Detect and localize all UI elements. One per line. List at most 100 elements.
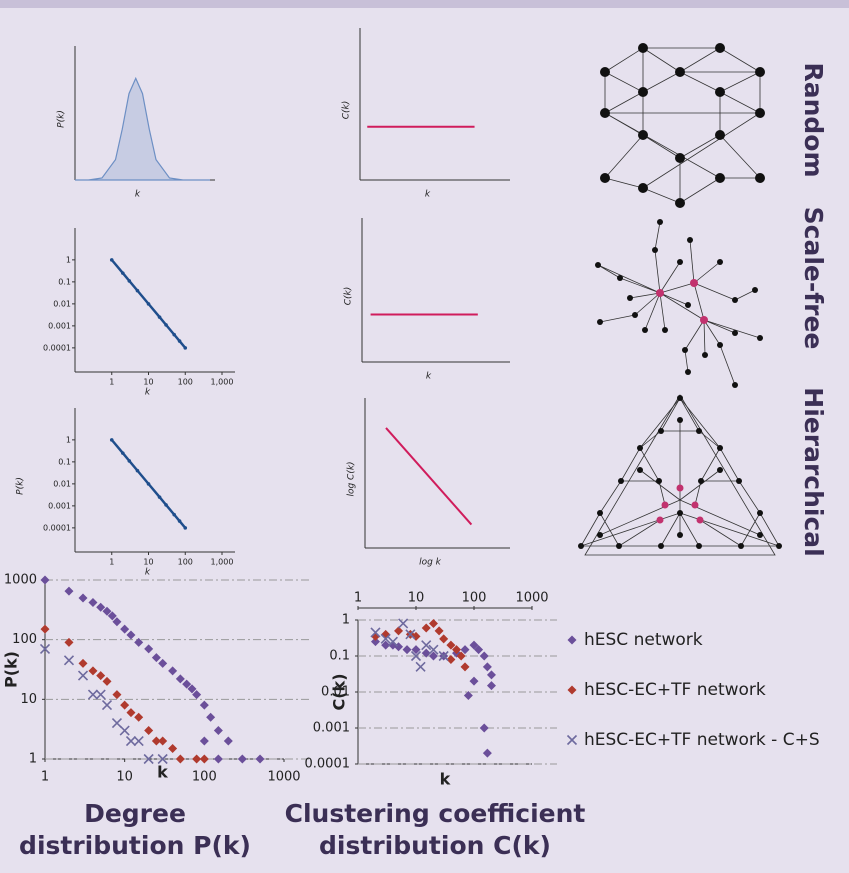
figure: Random Scale-free Hierarchical Degree di… [0,0,849,873]
point [483,749,492,758]
point [96,690,105,699]
x-axis-label: k [440,770,451,789]
y-axis-label: P(k) [57,110,67,128]
x-tick-label: 1,000 [211,378,234,387]
legend-marker [568,636,577,645]
point [480,652,489,661]
point [120,625,129,634]
x-tick-label: 10 [143,378,153,387]
point [110,258,114,262]
x-tick-label: 1000 [515,591,548,606]
x-tick-label: 10 [116,770,133,785]
point [200,737,209,746]
y-tick-label: 0.001 [48,501,71,510]
point [158,495,162,499]
point [183,346,187,350]
legend-marker [568,736,577,745]
point [200,701,209,710]
point [158,659,167,668]
x-tick-label: 100 [178,378,193,387]
legend-marker [568,686,577,695]
point [144,644,153,653]
point [158,315,162,319]
y-tick-label: 10 [20,692,37,707]
y-tick-label: 0.01 [53,299,71,308]
legend-label: hESC-EC+TF network [584,680,766,700]
point [416,662,425,671]
point [483,662,492,671]
y-tick-label: 1 [66,435,71,444]
point [176,674,185,683]
x-axis-label: log k [419,558,442,568]
point [79,671,88,680]
point [164,323,168,327]
x-tick-label: 100 [178,558,193,567]
point [429,619,438,628]
x-axis-label: k [145,568,151,578]
point [183,526,187,530]
point [64,587,73,596]
point [88,598,97,607]
y-tick-label: 0.1 [58,457,71,466]
x-tick-label: 1 [109,558,114,567]
y-tick-label: 0.0001 [43,523,71,532]
point [88,666,97,675]
y-axis-label: log C(k) [347,461,357,496]
point [120,701,129,710]
point [403,645,412,654]
legend-label: hESC network [584,630,703,650]
row-label: Hierarchical [799,387,828,556]
point [422,623,431,632]
point [238,755,247,764]
x-axis-label: k [426,372,432,382]
point [168,666,177,675]
x-tick-label: 10 [408,591,425,606]
y-tick-label: 1 [29,752,37,767]
x-tick-label: 1 [109,378,114,387]
y-tick-label: 0.0001 [43,343,71,352]
point [134,737,143,746]
point [435,626,444,635]
point [214,726,223,735]
point [152,653,161,662]
point [41,576,50,585]
caption: Clustering coefficient [285,799,586,828]
point [172,513,176,517]
point [120,726,129,735]
x-tick-label: 100 [192,770,217,785]
y-tick-label: 0.1 [329,649,350,664]
point [192,755,201,764]
point [147,302,151,306]
point [399,619,408,628]
y-tick-label: 1 [342,613,350,628]
point [127,459,131,463]
point [79,593,88,602]
point [158,737,167,746]
point [121,271,125,275]
point [164,503,168,507]
x-tick-label: 1,000 [211,558,234,567]
point [256,755,265,764]
point [102,677,111,686]
point [214,755,223,764]
point [88,690,97,699]
y-axis-label: P(k) [2,651,21,688]
point [480,724,489,733]
x-axis-label: k [135,190,141,200]
y-axis-label: P(k) [16,477,26,495]
y-tick-label: 1000 [4,573,37,588]
row-label: Random [799,62,828,177]
random-network [600,43,765,208]
point [200,755,209,764]
point [487,681,496,690]
y-axis-label: C(k) [342,101,352,120]
caption: Degree [84,799,186,828]
point [172,333,176,337]
hierarchical-network [578,395,782,555]
point [178,339,182,343]
row-label: Scale-free [799,207,828,350]
point [176,755,185,764]
caption: distribution P(k) [19,831,251,860]
legend-label: hESC-EC+TF network - C+S [584,730,820,750]
point [147,482,151,486]
